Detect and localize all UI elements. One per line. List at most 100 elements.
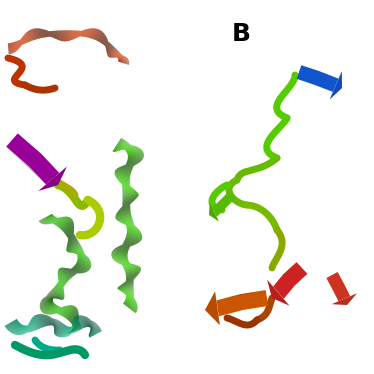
Polygon shape bbox=[122, 264, 131, 266]
Polygon shape bbox=[43, 315, 47, 326]
Polygon shape bbox=[69, 309, 77, 321]
Polygon shape bbox=[73, 322, 76, 332]
Polygon shape bbox=[89, 318, 90, 327]
Polygon shape bbox=[41, 299, 53, 301]
Polygon shape bbox=[68, 327, 71, 336]
Polygon shape bbox=[10, 323, 20, 332]
Polygon shape bbox=[73, 321, 77, 331]
Polygon shape bbox=[122, 185, 131, 187]
Polygon shape bbox=[12, 43, 14, 53]
Polygon shape bbox=[33, 317, 37, 329]
Polygon shape bbox=[66, 226, 74, 235]
Polygon shape bbox=[123, 145, 131, 150]
Polygon shape bbox=[22, 38, 24, 44]
Polygon shape bbox=[49, 31, 51, 37]
Polygon shape bbox=[123, 292, 134, 295]
Polygon shape bbox=[40, 301, 53, 309]
Polygon shape bbox=[42, 303, 54, 313]
Polygon shape bbox=[91, 322, 95, 331]
Polygon shape bbox=[33, 318, 37, 330]
Polygon shape bbox=[79, 315, 85, 328]
Polygon shape bbox=[46, 315, 49, 325]
Polygon shape bbox=[113, 250, 128, 252]
Polygon shape bbox=[74, 317, 80, 329]
Polygon shape bbox=[60, 218, 70, 229]
Polygon shape bbox=[126, 163, 137, 165]
Polygon shape bbox=[64, 327, 70, 337]
Polygon shape bbox=[120, 245, 130, 248]
Polygon shape bbox=[109, 50, 117, 57]
Polygon shape bbox=[73, 320, 78, 331]
Polygon shape bbox=[69, 248, 82, 252]
Polygon shape bbox=[73, 318, 79, 325]
Polygon shape bbox=[39, 28, 42, 38]
Polygon shape bbox=[119, 59, 128, 60]
Polygon shape bbox=[114, 172, 130, 177]
Polygon shape bbox=[72, 268, 80, 273]
Polygon shape bbox=[89, 326, 99, 335]
Polygon shape bbox=[73, 319, 79, 326]
Polygon shape bbox=[57, 31, 59, 40]
Polygon shape bbox=[29, 322, 31, 332]
Polygon shape bbox=[55, 286, 64, 297]
Polygon shape bbox=[40, 300, 53, 303]
Polygon shape bbox=[119, 61, 129, 64]
Polygon shape bbox=[57, 325, 65, 336]
Polygon shape bbox=[82, 316, 87, 327]
Polygon shape bbox=[58, 280, 64, 286]
Polygon shape bbox=[71, 315, 79, 324]
Polygon shape bbox=[22, 326, 25, 335]
Polygon shape bbox=[115, 172, 130, 176]
Polygon shape bbox=[118, 180, 130, 183]
Polygon shape bbox=[127, 230, 141, 233]
Polygon shape bbox=[54, 320, 59, 331]
Polygon shape bbox=[21, 326, 25, 335]
Polygon shape bbox=[83, 30, 85, 37]
Polygon shape bbox=[54, 307, 60, 314]
Polygon shape bbox=[67, 229, 74, 237]
Polygon shape bbox=[124, 266, 139, 270]
Polygon shape bbox=[30, 321, 32, 332]
Polygon shape bbox=[58, 325, 66, 337]
Polygon shape bbox=[30, 30, 34, 40]
Polygon shape bbox=[118, 289, 134, 290]
Polygon shape bbox=[60, 306, 68, 315]
Polygon shape bbox=[117, 55, 123, 58]
Polygon shape bbox=[62, 220, 73, 231]
Polygon shape bbox=[209, 203, 219, 221]
Polygon shape bbox=[113, 139, 123, 152]
Polygon shape bbox=[48, 305, 57, 315]
Polygon shape bbox=[267, 280, 289, 306]
Polygon shape bbox=[39, 314, 44, 327]
Polygon shape bbox=[50, 31, 52, 37]
Polygon shape bbox=[125, 224, 134, 225]
Polygon shape bbox=[55, 324, 64, 335]
Polygon shape bbox=[89, 326, 99, 335]
Polygon shape bbox=[7, 321, 19, 329]
Polygon shape bbox=[122, 245, 131, 247]
Polygon shape bbox=[68, 235, 75, 241]
Polygon shape bbox=[126, 297, 136, 302]
Polygon shape bbox=[123, 194, 139, 195]
Polygon shape bbox=[38, 314, 44, 327]
Polygon shape bbox=[128, 155, 144, 157]
Polygon shape bbox=[74, 30, 75, 39]
Polygon shape bbox=[12, 324, 21, 333]
Polygon shape bbox=[116, 215, 131, 218]
Polygon shape bbox=[70, 269, 77, 274]
Polygon shape bbox=[60, 30, 61, 41]
Polygon shape bbox=[72, 30, 74, 40]
Polygon shape bbox=[53, 31, 55, 38]
Polygon shape bbox=[120, 206, 130, 209]
Polygon shape bbox=[27, 32, 31, 42]
Polygon shape bbox=[16, 41, 19, 49]
Polygon shape bbox=[70, 30, 71, 40]
Polygon shape bbox=[116, 55, 122, 58]
Polygon shape bbox=[42, 314, 46, 326]
Polygon shape bbox=[123, 196, 138, 198]
Polygon shape bbox=[48, 316, 50, 325]
Polygon shape bbox=[31, 319, 35, 331]
Polygon shape bbox=[119, 207, 130, 210]
Polygon shape bbox=[47, 315, 50, 325]
Polygon shape bbox=[122, 201, 134, 203]
